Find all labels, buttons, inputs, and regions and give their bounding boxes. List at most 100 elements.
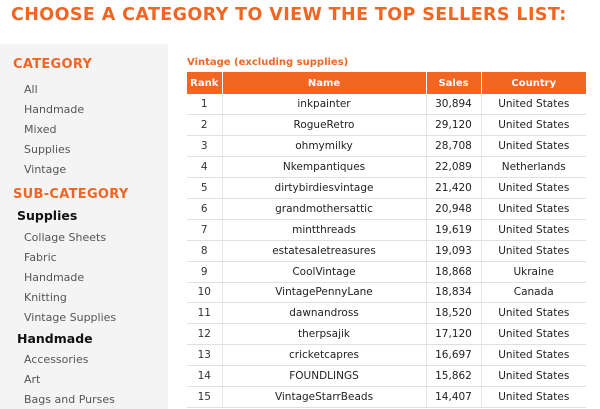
sales-cell: 21,420 xyxy=(426,177,482,199)
country-cell: United States xyxy=(481,365,586,387)
rank-cell: 2 xyxy=(187,114,223,137)
table-row: 9 CoolVintage 18,868 Ukraine xyxy=(187,261,586,283)
subcategory-heading: SUB-CATEGORY xyxy=(13,187,129,202)
rank-cell: 5 xyxy=(187,177,223,199)
sales-cell: 19,619 xyxy=(426,219,482,241)
subcategory-link-collage-sheets[interactable]: Collage Sheets xyxy=(24,231,107,244)
table-header-row: Rank Name Sales Country xyxy=(187,72,586,94)
rank-cell: 11 xyxy=(187,302,223,325)
sales-cell: 18,520 xyxy=(426,302,482,325)
category-link-vintage[interactable]: Vintage xyxy=(24,163,67,176)
sales-cell: 28,708 xyxy=(426,135,482,158)
table-row: 12 therpsajik 17,120 United States xyxy=(187,323,586,346)
table-row: 2 RogueRetro 29,120 United States xyxy=(187,114,586,137)
sidebar: CATEGORY All Handmade Mixed Supplies Vin… xyxy=(0,44,168,409)
rank-cell: 9 xyxy=(187,261,223,283)
sales-cell: 18,834 xyxy=(426,282,482,304)
table-row: 13 cricketcapres 16,697 United States xyxy=(187,344,586,367)
subcategory-link-handmade[interactable]: Handmade xyxy=(24,271,85,284)
country-cell: United States xyxy=(481,177,586,199)
rank-cell: 14 xyxy=(187,365,223,387)
table-row: 15 VintageStarrBeads 14,407 United States xyxy=(187,386,586,408)
subcategory-link-knitting[interactable]: Knitting xyxy=(24,291,67,304)
column-header-country[interactable]: Country xyxy=(481,72,586,94)
sales-cell: 16,697 xyxy=(426,344,482,367)
subcategory-group-handmade: Handmade xyxy=(17,331,93,346)
country-cell: Netherlands xyxy=(481,156,586,179)
seller-name-cell[interactable]: VintageStarrBeads xyxy=(222,386,427,408)
table-row: 14 FOUNDLINGS 15,862 United States xyxy=(187,365,586,387)
sales-cell: 14,407 xyxy=(426,386,482,408)
sales-cell: 22,089 xyxy=(426,156,482,179)
country-cell: Ukraine xyxy=(481,261,586,283)
seller-name-cell[interactable]: dawnandross xyxy=(222,302,427,325)
country-cell: United States xyxy=(481,323,586,346)
subcategory-link-accessories[interactable]: Accessories xyxy=(24,353,89,366)
category-heading: CATEGORY xyxy=(13,57,93,72)
subcategory-link-bags-and-purses[interactable]: Bags and Purses xyxy=(24,393,115,406)
rank-cell: 10 xyxy=(187,282,223,304)
sales-cell: 15,862 xyxy=(426,365,482,387)
subcategory-link-art[interactable]: Art xyxy=(24,373,41,386)
sales-cell: 18,868 xyxy=(426,261,482,283)
table-row: 7 mintthreads 19,619 United States xyxy=(187,219,586,241)
sales-cell: 30,894 xyxy=(426,94,482,116)
seller-name-cell[interactable]: CoolVintage xyxy=(222,261,427,283)
seller-name-cell[interactable]: VintagePennyLane xyxy=(222,282,427,304)
country-cell: United States xyxy=(481,94,586,116)
country-cell: United States xyxy=(481,114,586,137)
subcategory-group-supplies: Supplies xyxy=(17,208,78,223)
page-title: CHOOSE A CATEGORY TO VIEW THE TOP SELLER… xyxy=(11,5,567,25)
rank-cell: 6 xyxy=(187,198,223,220)
category-link-supplies[interactable]: Supplies xyxy=(24,143,71,156)
seller-name-cell[interactable]: dirtybirdiesvintage xyxy=(222,177,427,199)
rank-cell: 13 xyxy=(187,344,223,367)
table-row: 11 dawnandross 18,520 United States xyxy=(187,302,586,325)
country-cell: United States xyxy=(481,386,586,408)
rank-cell: 1 xyxy=(187,94,223,116)
rank-cell: 4 xyxy=(187,156,223,179)
rank-cell: 8 xyxy=(187,240,223,262)
seller-name-cell[interactable]: RogueRetro xyxy=(222,114,427,137)
country-cell: United States xyxy=(481,344,586,367)
seller-name-cell[interactable]: FOUNDLINGS xyxy=(222,365,427,387)
table-row: 1 inkpainter 30,894 United States xyxy=(187,94,586,116)
rank-cell: 7 xyxy=(187,219,223,241)
table-caption: Vintage (excluding supplies) xyxy=(187,57,349,68)
table-row: 3 ohmymilky 28,708 United States xyxy=(187,135,586,158)
seller-name-cell[interactable]: estatesaletreasures xyxy=(222,240,427,262)
top-sellers-table: Rank Name Sales Country 1 inkpainter 30,89… xyxy=(187,72,586,408)
category-link-all[interactable]: All xyxy=(24,83,38,96)
rank-cell: 3 xyxy=(187,135,223,158)
seller-name-cell[interactable]: grandmothersattic xyxy=(222,198,427,220)
column-header-rank[interactable]: Rank xyxy=(187,72,223,94)
country-cell: United States xyxy=(481,135,586,158)
subcategory-link-vintage-supplies[interactable]: Vintage Supplies xyxy=(24,311,117,324)
country-cell: Canada xyxy=(481,282,586,304)
table-row: 10 VintagePennyLane 18,834 Canada xyxy=(187,282,586,304)
sales-cell: 19,093 xyxy=(426,240,482,262)
category-link-mixed[interactable]: Mixed xyxy=(24,123,57,136)
category-link-handmade[interactable]: Handmade xyxy=(24,103,85,116)
country-cell: United States xyxy=(481,219,586,241)
column-header-name[interactable]: Name xyxy=(222,72,427,94)
seller-name-cell[interactable]: Nkempantiques xyxy=(222,156,427,179)
rank-cell: 12 xyxy=(187,323,223,346)
table-row: 4 Nkempantiques 22,089 Netherlands xyxy=(187,156,586,179)
seller-name-cell[interactable]: cricketcapres xyxy=(222,344,427,367)
country-cell: United States xyxy=(481,240,586,262)
seller-name-cell[interactable]: mintthreads xyxy=(222,219,427,241)
rank-cell: 15 xyxy=(187,386,223,408)
column-header-sales[interactable]: Sales xyxy=(426,72,482,94)
seller-name-cell[interactable]: therpsajik xyxy=(222,323,427,346)
table-row: 6 grandmothersattic 20,948 United States xyxy=(187,198,586,220)
sales-cell: 20,948 xyxy=(426,198,482,220)
seller-name-cell[interactable]: inkpainter xyxy=(222,94,427,116)
subcategory-link-fabric[interactable]: Fabric xyxy=(24,251,57,264)
seller-name-cell[interactable]: ohmymilky xyxy=(222,135,427,158)
country-cell: United States xyxy=(481,198,586,220)
table-row: 5 dirtybirdiesvintage 21,420 United States xyxy=(187,177,586,199)
country-cell: United States xyxy=(481,302,586,325)
sales-cell: 29,120 xyxy=(426,114,482,137)
sales-cell: 17,120 xyxy=(426,323,482,346)
